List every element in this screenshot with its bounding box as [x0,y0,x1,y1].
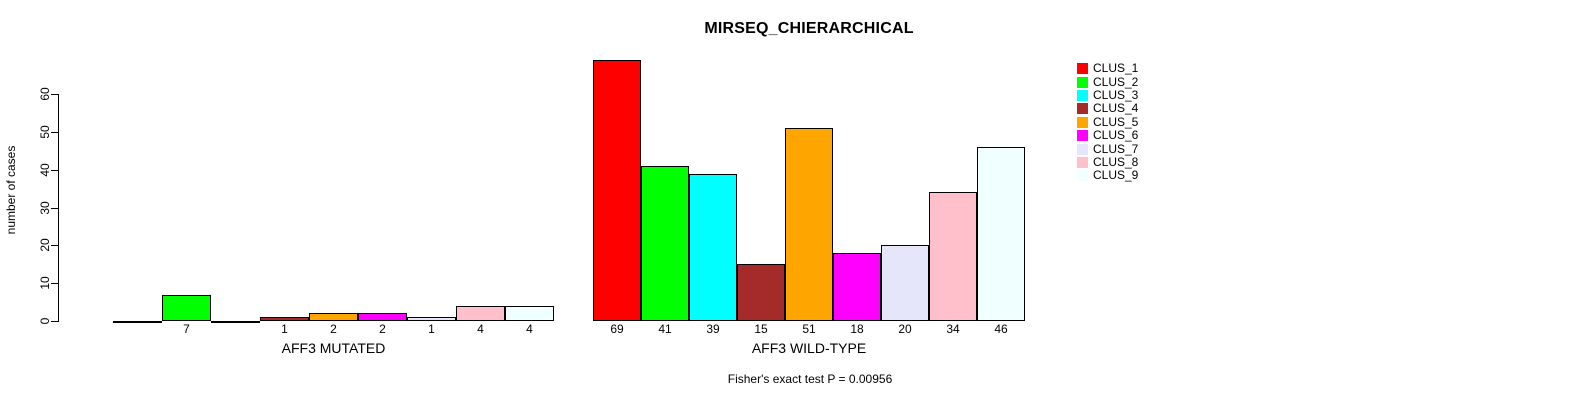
legend-item-clus-5: CLUS_5 [1077,114,1139,129]
bar-value-label-clus-9-aff3-mutated: 4 [526,322,533,336]
legend-swatch-clus-8 [1077,156,1088,168]
legend-swatch-clus-3 [1077,89,1088,101]
legend-swatch-clus-6 [1077,130,1088,142]
bar-value-label-clus-6-aff3-mutated: 2 [379,322,386,336]
bar-clus-2-aff3-wild-type [641,166,689,321]
bar-value-label-clus-5-aff3-mutated: 2 [330,322,337,336]
legend-label-clus-3: CLUS_3 [1093,87,1139,102]
chart-title: MIRSEQ_CHIERARCHICAL [704,20,914,37]
y-tick-20 [51,245,58,246]
y-tick-label-10: 10 [38,276,52,290]
bar-clus-6-aff3-mutated [358,313,407,321]
legend-label-clus-9: CLUS_9 [1093,168,1139,183]
bar-clus-7-aff3-wild-type [881,245,929,321]
legend-label-clus-4: CLUS_4 [1093,101,1139,116]
legend-swatch-clus-2 [1077,76,1088,88]
bar-value-label-clus-7-aff3-wild-type: 20 [898,322,912,336]
bar-value-label-clus-8-aff3-mutated: 4 [477,322,484,336]
y-tick-label-40: 40 [38,163,52,177]
y-tick-40 [51,170,58,171]
legend-label-clus-8: CLUS_8 [1093,154,1139,169]
y-tick-label-60: 60 [38,87,52,101]
group-label-aff3-mutated: AFF3 MUTATED [281,340,386,356]
y-axis-line [58,94,59,322]
y-tick-30 [51,208,58,209]
legend-item-clus-3: CLUS_3 [1077,87,1139,102]
legend-label-clus-5: CLUS_5 [1093,114,1139,129]
bar-clus-6-aff3-wild-type [833,253,881,321]
legend-label-clus-2: CLUS_2 [1093,74,1139,89]
bar-value-label-clus-2-aff3-mutated: 7 [183,322,190,336]
legend-label-clus-7: CLUS_7 [1093,141,1139,156]
bar-value-label-clus-7-aff3-mutated: 1 [428,322,435,336]
legend-swatch-clus-5 [1077,116,1088,128]
bar-value-label-clus-6-aff3-wild-type: 18 [850,322,864,336]
fisher-test-annotation: Fisher's exact test P = 0.00956 [727,372,893,386]
bar-clus-3-aff3-mutated [211,321,260,323]
legend-swatch-clus-1 [1077,63,1088,75]
legend-item-clus-9: CLUS_9 [1077,169,1138,182]
y-tick-label-50: 50 [38,125,52,139]
bar-clus-7-aff3-mutated [407,317,456,321]
bar-clus-9-aff3-mutated [505,306,554,321]
legend: CLUS_1 CLUS_2 CLUS_3 CLUS_4 CLUS_5 CLUS_6 CLUS… [1077,62,1138,183]
bar-clus-5-aff3-wild-type [785,128,833,321]
legend-item-clus-1: CLUS_1 [1077,62,1138,75]
bar-clus-5-aff3-mutated [309,313,358,321]
bar-clus-2-aff3-mutated [162,295,211,321]
y-tick-50 [51,132,58,133]
bar-value-label-clus-3-aff3-wild-type: 39 [706,322,720,336]
bar-clus-9-aff3-wild-type [977,147,1025,321]
bar-value-label-clus-9-aff3-wild-type: 46 [994,322,1008,336]
legend-item-clus-6: CLUS_6 [1077,129,1138,142]
bar-clus-8-aff3-mutated [456,306,505,321]
y-tick-10 [51,283,58,284]
legend-swatch-clus-9 [1077,170,1088,182]
bar-clus-4-aff3-wild-type [737,264,785,321]
bar-value-label-clus-4-aff3-mutated: 1 [281,322,288,336]
legend-swatch-clus-7 [1077,143,1088,155]
bar-value-label-clus-8-aff3-wild-type: 34 [946,322,960,336]
legend-item-clus-7: CLUS_7 [1077,142,1138,155]
bar-clus-3-aff3-wild-type [689,174,737,321]
y-axis-label: number of cases [4,145,18,235]
bar-value-label-clus-2-aff3-wild-type: 41 [658,322,672,336]
bar-clus-1-aff3-wild-type [593,60,641,321]
y-tick-0 [51,321,58,322]
group-label-aff3-wild-type: AFF3 WILD-TYPE [751,340,867,356]
legend-item-clus-8: CLUS_8 [1077,154,1139,169]
bar-value-label-clus-1-aff3-wild-type: 69 [610,322,624,336]
legend-label-clus-6: CLUS_6 [1093,128,1139,143]
bar-clus-1-aff3-mutated [113,321,162,323]
bar-value-label-clus-4-aff3-wild-type: 15 [754,322,768,336]
legend-label-clus-1: CLUS_1 [1093,61,1139,76]
y-tick-label-0: 0 [38,317,52,325]
y-tick-60 [51,94,58,95]
y-tick-label-30: 30 [38,201,52,215]
legend-swatch-clus-4 [1077,103,1088,115]
legend-item-clus-2: CLUS_2 [1077,75,1138,88]
legend-item-clus-4: CLUS_4 [1077,102,1138,115]
y-tick-label-20: 20 [38,238,52,252]
bar-clus-4-aff3-mutated [260,317,309,321]
bar-clus-8-aff3-wild-type [929,192,977,321]
bar-value-label-clus-5-aff3-wild-type: 51 [802,322,816,336]
